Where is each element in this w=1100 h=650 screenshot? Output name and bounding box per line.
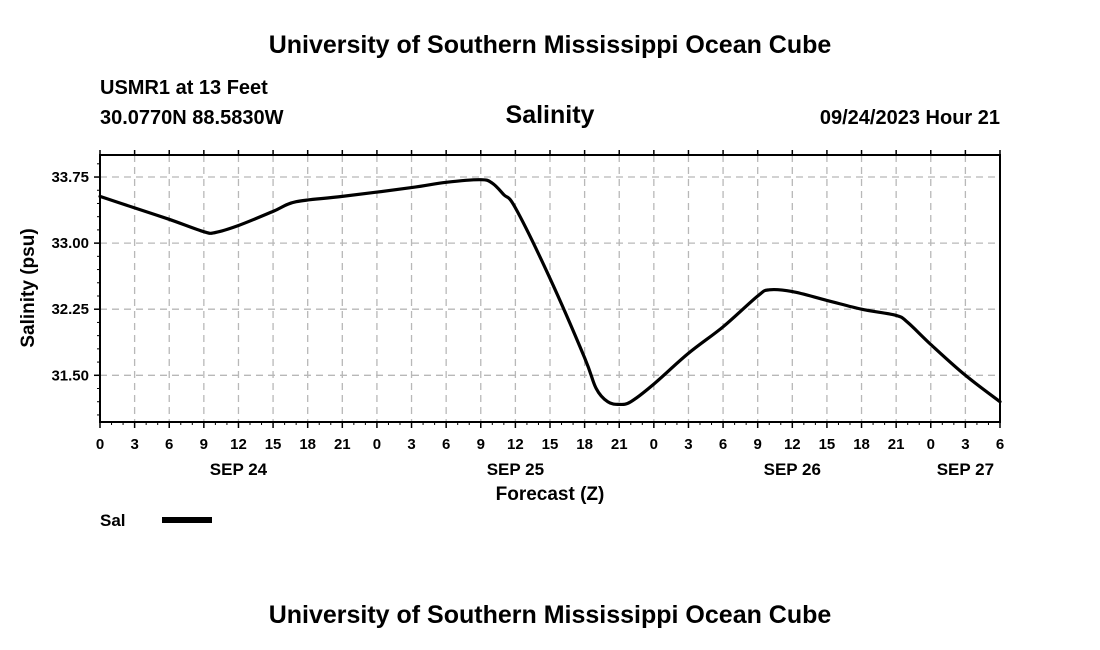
- x-date-label: SEP 27: [937, 460, 994, 479]
- x-tick-label: 9: [754, 436, 762, 453]
- series-line-sal: [98, 178, 1002, 407]
- y-tick-label: 31.50: [51, 367, 89, 384]
- x-tick-label: 12: [230, 436, 247, 453]
- y-tick-label: 33.75: [51, 169, 89, 186]
- x-date-label: SEP 24: [210, 460, 268, 479]
- x-tick-label: 3: [961, 436, 969, 453]
- y-tick-label: 32.25: [51, 301, 89, 318]
- chart-title: Salinity: [505, 101, 595, 129]
- legend-label: Sal: [100, 511, 126, 530]
- x-tick-label: 21: [334, 436, 351, 453]
- x-tick-label: 15: [542, 436, 559, 453]
- x-tick-label: 6: [165, 436, 173, 453]
- x-tick-label: 3: [407, 436, 415, 453]
- x-tick-label: 18: [299, 436, 316, 453]
- x-tick-label: 18: [853, 436, 870, 453]
- x-tick-label: 0: [650, 436, 658, 453]
- station-label: USMR1 at 13 Feet: [100, 77, 268, 99]
- x-tick-label: 6: [442, 436, 450, 453]
- x-tick-label: 0: [373, 436, 381, 453]
- x-tick-label: 21: [611, 436, 628, 453]
- y-axis-label: Salinity (psu): [18, 228, 39, 347]
- top-title: University of Southern Mississippi Ocean…: [268, 31, 832, 59]
- x-tick-label: 9: [477, 436, 485, 453]
- bottom-title: University of Southern Mississippi Ocean…: [268, 601, 832, 629]
- x-tick-label: 0: [927, 436, 935, 453]
- x-axis-label: Forecast (Z): [496, 484, 605, 505]
- axes: 0 3 6 9 12 15 18 21 0 3 6 9 12 15 18 21 0 3 6 9 12 15 18 21 0 3 6 3…: [51, 150, 1004, 479]
- x-date-label: SEP 26: [764, 460, 821, 479]
- x-tick-label: 6: [996, 436, 1004, 453]
- x-date-label: SEP 25: [487, 460, 544, 479]
- y-tick-label: 33.00: [51, 235, 89, 252]
- x-tick-label: 3: [684, 436, 692, 453]
- series-layer: [98, 178, 1002, 407]
- x-tick-label: 3: [130, 436, 138, 453]
- station-coordinates: 30.0770N 88.5830W: [100, 107, 284, 129]
- x-tick-label: 15: [819, 436, 836, 453]
- legend: Sal: [100, 511, 212, 530]
- forecast-datetime: 09/24/2023 Hour 21: [819, 107, 1000, 129]
- grid-lines: [100, 155, 1000, 422]
- x-tick-label: 18: [576, 436, 593, 453]
- x-tick-label: 21: [888, 436, 905, 453]
- x-tick-label: 15: [265, 436, 282, 453]
- x-tick-label: 6: [719, 436, 727, 453]
- x-tick-label: 9: [200, 436, 208, 453]
- x-tick-label: 12: [507, 436, 524, 453]
- x-tick-label: 12: [784, 436, 801, 453]
- x-tick-label: 0: [96, 436, 104, 453]
